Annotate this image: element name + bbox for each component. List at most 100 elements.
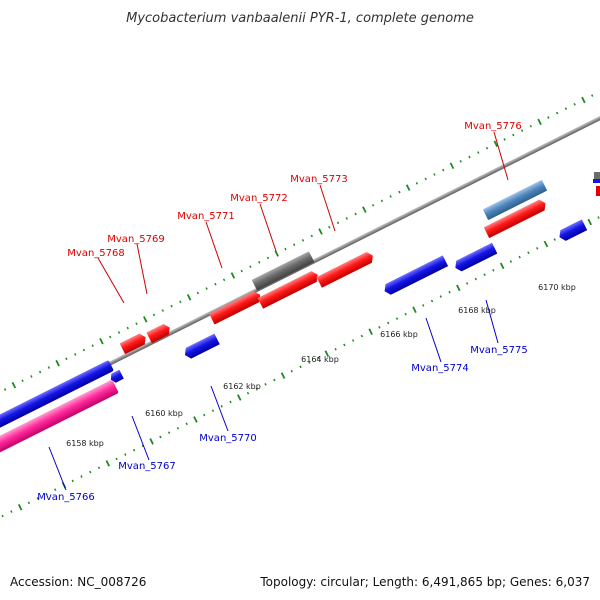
minor-tick <box>185 422 188 426</box>
major-tick <box>99 337 104 345</box>
major-tick <box>368 328 373 336</box>
gene-label-Mvan_5772[interactable]: Mvan_5772 <box>230 193 287 204</box>
minor-tick <box>36 497 39 500</box>
minor-tick <box>597 216 600 219</box>
minor-tick <box>115 457 118 461</box>
minor-tick <box>509 260 513 263</box>
gene-label-Mvan_5769[interactable]: Mvan_5769 <box>107 234 164 245</box>
major-tick <box>324 350 330 357</box>
major-tick <box>236 394 242 401</box>
forward-label-leaders <box>97 131 509 304</box>
minor-tick <box>30 375 33 378</box>
major-tick <box>405 184 411 191</box>
map-title: Mycobacterium vanbaalenii PYR-1, complet… <box>126 11 474 26</box>
gene-label-Mvan_5775[interactable]: Mvan_5775 <box>470 345 527 356</box>
major-tick <box>55 359 60 367</box>
gene-Mvan_5776[interactable] <box>483 198 548 239</box>
minor-tick <box>465 282 469 285</box>
gene-label-Mvan_5773[interactable]: Mvan_5773 <box>290 174 347 185</box>
gene-Mvan_5775[interactable] <box>453 242 498 273</box>
major-tick <box>493 140 499 148</box>
minor-tick <box>159 435 162 439</box>
major-tick <box>412 306 417 313</box>
gene-Mvan_5768[interactable] <box>119 332 149 355</box>
reverse-gene-edge[interactable] <box>557 219 588 242</box>
gene-label-Mvan_5771[interactable]: Mvan_5771 <box>177 211 234 222</box>
minor-tick <box>352 339 355 342</box>
minor-tick <box>360 334 364 338</box>
gene-label-Mvan_5770[interactable]: Mvan_5770 <box>199 433 256 444</box>
minor-tick <box>170 304 173 308</box>
scale-label-6164: 6164 kbp <box>301 355 339 364</box>
minor-tick <box>345 217 348 220</box>
gene-Mvan_5774[interactable] <box>382 255 449 296</box>
minor-tick <box>468 155 471 159</box>
minor-tick <box>126 326 129 330</box>
scale-label-6162: 6162 kbp <box>223 382 261 391</box>
minor-tick <box>395 317 399 320</box>
minor-tick <box>553 238 556 241</box>
minor-tick <box>264 383 267 386</box>
minor-tick <box>135 322 138 326</box>
minor-tick <box>343 343 346 347</box>
accession-text: Accession: NC_008726 <box>10 575 146 589</box>
minor-tick <box>179 300 182 304</box>
minor-tick <box>474 277 477 281</box>
minor-tick <box>328 225 331 229</box>
minor-tick <box>512 133 515 137</box>
minor-tick <box>65 357 68 361</box>
minor-tick <box>1 514 4 518</box>
gene-Mvan_5769[interactable] <box>146 322 172 344</box>
minor-tick <box>71 479 74 483</box>
minor-tick <box>398 190 401 194</box>
rna-feature-gray[interactable] <box>252 251 315 291</box>
minor-tick <box>132 448 136 452</box>
major-tick <box>499 262 505 270</box>
reverse-gene-small[interactable] <box>109 369 124 384</box>
minor-tick <box>47 366 51 369</box>
minor-tick <box>527 251 530 255</box>
feature-steelblue[interactable] <box>483 180 547 220</box>
gene-Mvan_5773[interactable] <box>316 250 375 288</box>
gene-label-Mvan_5766[interactable]: Mvan_5766 <box>37 492 94 503</box>
gene-Mvan_5770[interactable] <box>182 333 220 361</box>
gene-label-Mvan_5774[interactable]: Mvan_5774 <box>411 363 468 374</box>
minor-tick <box>266 256 270 260</box>
gene-label-Mvan_5767[interactable]: Mvan_5767 <box>118 461 175 472</box>
minor-tick <box>3 388 7 391</box>
gene-label-Mvan_5776[interactable]: Mvan_5776 <box>464 121 521 132</box>
minor-tick <box>74 353 77 356</box>
minor-tick <box>80 475 83 478</box>
major-tick <box>543 240 549 248</box>
scale-label-6166: 6166 kbp <box>380 330 418 339</box>
minor-tick <box>255 387 258 391</box>
minor-tick <box>89 470 92 474</box>
minor-tick <box>547 116 550 119</box>
minor-tick <box>485 146 489 150</box>
scale-label-6168: 6168 kbp <box>458 306 496 315</box>
minor-tick <box>97 466 101 470</box>
gene-Mvan_5771[interactable] <box>209 290 263 325</box>
scale-label-6170: 6170 kbp <box>538 283 576 292</box>
minor-tick <box>10 510 13 513</box>
minor-tick <box>483 273 486 276</box>
minor-tick <box>371 203 375 207</box>
minor-tick <box>45 492 48 496</box>
major-tick <box>142 316 148 323</box>
gene-label-Mvan_5768[interactable]: Mvan_5768 <box>67 248 124 259</box>
minor-tick <box>336 221 340 225</box>
minor-tick <box>591 94 594 97</box>
minor-tick <box>109 335 112 339</box>
minor-tick <box>439 295 442 298</box>
major-tick <box>537 118 542 126</box>
major-tick <box>193 416 198 423</box>
major-tick <box>149 438 154 445</box>
cds-track-pink[interactable] <box>0 380 119 463</box>
minor-tick <box>354 212 357 216</box>
reverse-gene-long[interactable] <box>0 360 114 435</box>
minor-tick <box>316 356 320 360</box>
minor-tick <box>404 312 407 316</box>
gene-Mvan_5772[interactable] <box>257 269 321 309</box>
major-tick <box>449 162 455 170</box>
